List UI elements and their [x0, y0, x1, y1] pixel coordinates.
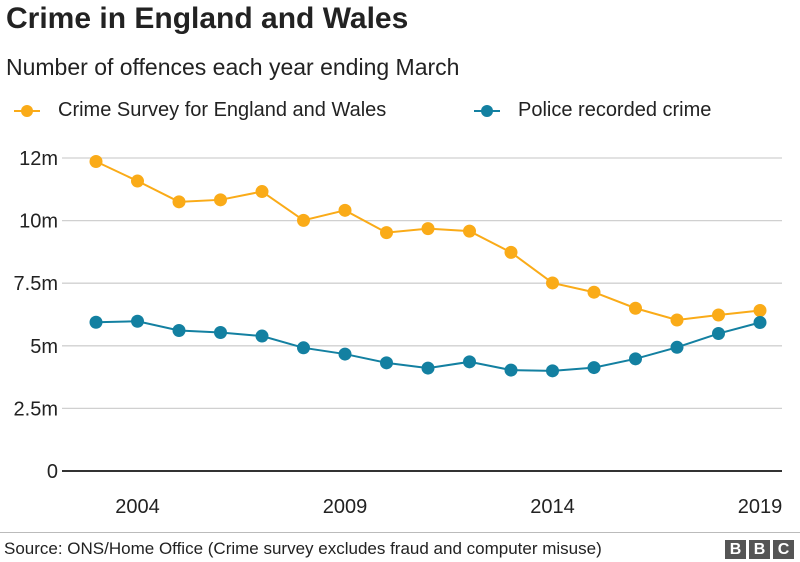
legend-marker-icon — [14, 101, 40, 121]
x-tick-label: 2019 — [738, 496, 783, 518]
legend-marker-icon — [474, 101, 500, 121]
legend-item-police-recorded: Police recorded crime — [474, 99, 711, 122]
data-point — [131, 314, 144, 328]
bbc-logo: B B C — [725, 540, 794, 559]
data-point — [670, 313, 684, 327]
footer-divider — [0, 532, 800, 533]
data-point — [214, 326, 227, 340]
data-point — [463, 355, 476, 369]
data-point — [297, 213, 310, 227]
data-point — [629, 352, 642, 366]
bbc-logo-block: C — [773, 540, 794, 559]
x-tick-label: 2014 — [530, 496, 575, 518]
data-point — [172, 195, 186, 209]
data-point — [421, 361, 435, 375]
y-tick-label: 0 — [47, 461, 58, 483]
data-point — [504, 363, 518, 377]
data-point — [546, 364, 559, 378]
data-point — [712, 327, 725, 341]
y-tick-label: 2.5m — [14, 398, 58, 420]
y-tick-label: 5m — [30, 336, 58, 358]
chart-subtitle: Number of offences each year ending Marc… — [6, 54, 460, 80]
data-point — [297, 341, 310, 355]
chart-title: Crime in England and Wales — [6, 2, 409, 35]
data-point — [255, 185, 269, 199]
y-tick-label: 12m — [19, 148, 58, 170]
data-point — [753, 303, 767, 317]
data-point — [214, 193, 227, 207]
x-tick-label: 2004 — [115, 496, 160, 518]
data-point — [89, 155, 103, 169]
legend-label: Crime Survey for England and Wales — [58, 99, 387, 121]
data-point — [380, 226, 393, 240]
y-tick-label: 7.5m — [14, 273, 58, 295]
bbc-logo-block: B — [749, 540, 770, 559]
legend-label: Police recorded crime — [518, 99, 712, 121]
data-point — [89, 315, 103, 329]
data-point — [338, 203, 352, 217]
data-point — [380, 356, 393, 370]
data-point — [629, 301, 642, 315]
data-point — [172, 324, 186, 338]
data-point — [587, 361, 601, 375]
data-point — [255, 329, 269, 343]
source-note: Source: ONS/Home Office (Crime survey ex… — [4, 539, 602, 558]
series-line-0 — [95, 160, 761, 322]
data-point — [546, 276, 559, 290]
legend-item-crime-survey: Crime Survey for England and Wales — [14, 99, 386, 122]
y-tick-label: 10m — [19, 211, 58, 233]
data-point — [753, 316, 767, 330]
data-point — [670, 340, 684, 354]
data-point — [504, 245, 518, 259]
data-point — [587, 285, 601, 299]
data-point — [421, 222, 435, 236]
data-point — [338, 347, 352, 361]
x-tick-label: 2009 — [323, 496, 368, 518]
data-point — [712, 308, 725, 322]
data-point — [463, 224, 476, 238]
bbc-logo-block: B — [725, 540, 746, 559]
data-point — [131, 174, 144, 188]
